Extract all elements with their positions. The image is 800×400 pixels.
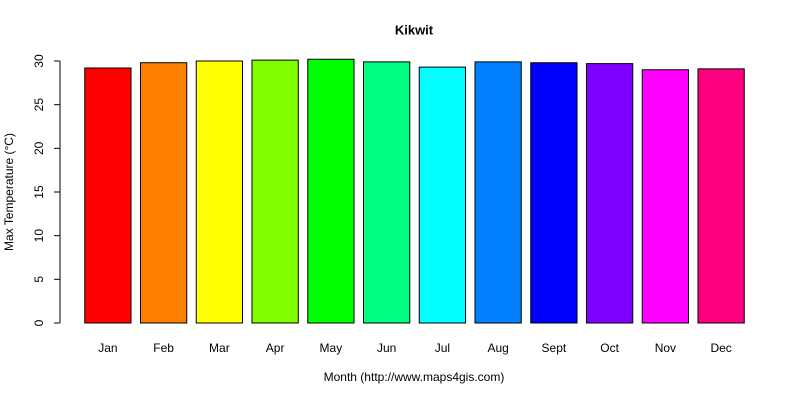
bar bbox=[251, 59, 299, 324]
bar bbox=[585, 63, 634, 324]
bar bbox=[84, 67, 132, 324]
bar bbox=[362, 61, 411, 324]
x-tick-label: Mar bbox=[209, 341, 230, 355]
bar bbox=[418, 66, 467, 324]
x-tick-label: Aug bbox=[487, 341, 508, 355]
y-tick-label: 5 bbox=[32, 276, 46, 283]
x-tick-label: Oct bbox=[600, 341, 619, 355]
bar bbox=[697, 68, 745, 324]
x-tick-label: Sept bbox=[542, 341, 567, 355]
y-tick-label: 0 bbox=[32, 319, 46, 326]
x-tick-label: Feb bbox=[153, 341, 174, 355]
x-tick-label: May bbox=[320, 341, 343, 355]
x-tick-label: Jan bbox=[98, 341, 117, 355]
x-tick-label: Apr bbox=[266, 341, 285, 355]
x-tick-label: Jul bbox=[435, 341, 450, 355]
x-tick-label: Dec bbox=[710, 341, 731, 355]
y-tick-label: 25 bbox=[32, 98, 46, 112]
bar bbox=[474, 61, 522, 324]
x-axis-label: Month (http://www.maps4gis.com) bbox=[324, 370, 505, 384]
y-tick-label: 30 bbox=[32, 54, 46, 68]
x-tick-label: Nov bbox=[655, 341, 676, 355]
bar bbox=[641, 69, 690, 324]
bar bbox=[139, 62, 188, 324]
y-axis-label: Max Temperature (°C) bbox=[2, 133, 16, 251]
y-tick-label: 15 bbox=[32, 185, 46, 199]
chart-title: Kikwit bbox=[395, 22, 434, 37]
bar bbox=[307, 58, 355, 324]
bar bbox=[530, 62, 578, 324]
y-tick-label: 10 bbox=[32, 229, 46, 243]
y-tick-label: 20 bbox=[32, 141, 46, 155]
bar bbox=[195, 60, 244, 324]
x-tick-label: Jun bbox=[377, 341, 396, 355]
